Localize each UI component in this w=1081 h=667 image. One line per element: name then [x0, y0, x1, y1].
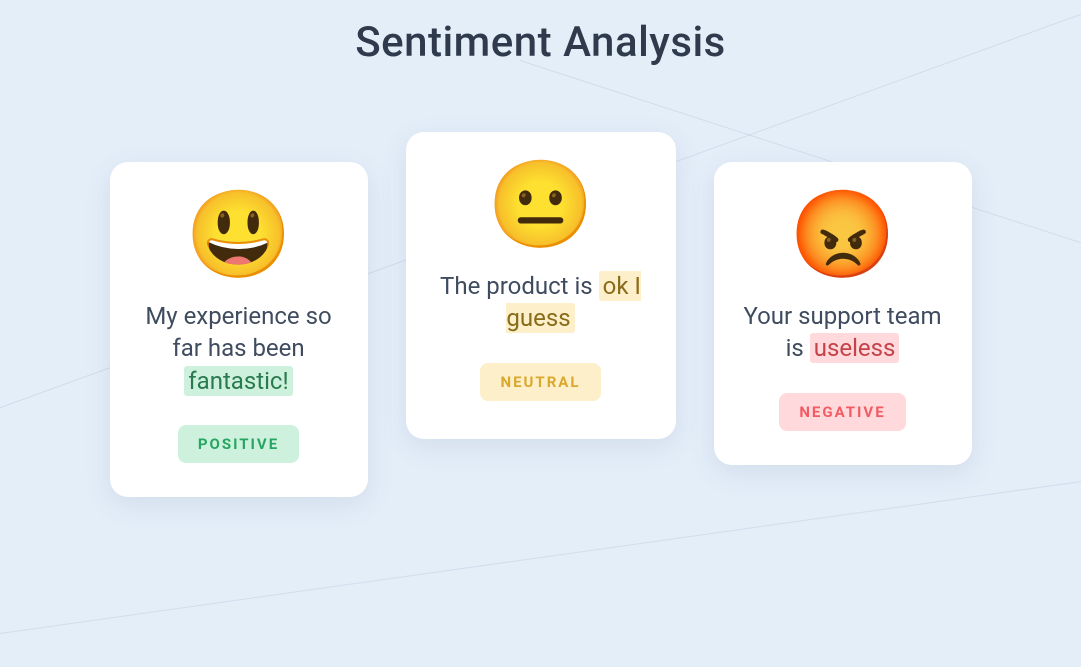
neutral-face-icon: 😐 [487, 162, 594, 248]
card-positive: 😃 My experience so far has been fantasti… [110, 162, 368, 497]
cards-row: 😃 My experience so far has been fantasti… [0, 162, 1081, 497]
badge-neutral: NEUTRAL [480, 363, 600, 401]
card-text: The product is ok I guess [428, 270, 654, 335]
card-text: Your support team is useless [736, 300, 950, 365]
angry-face-icon: 😡 [789, 192, 896, 278]
card-text: My experience so far has been fantastic! [132, 300, 346, 397]
badge-negative: NEGATIVE [779, 393, 905, 431]
text-before: The product is [440, 272, 599, 300]
page-title: Sentiment Analysis [0, 0, 1081, 67]
card-negative: 😡 Your support team is useless NEGATIVE [714, 162, 972, 465]
badge-positive: POSITIVE [178, 425, 299, 463]
text-before: My experience so far has been [145, 302, 331, 362]
card-neutral: 😐 The product is ok I guess NEUTRAL [406, 132, 676, 439]
happy-face-icon: 😃 [185, 192, 292, 278]
highlight-negative: useless [810, 333, 900, 363]
highlight-positive: fantastic! [184, 366, 292, 396]
